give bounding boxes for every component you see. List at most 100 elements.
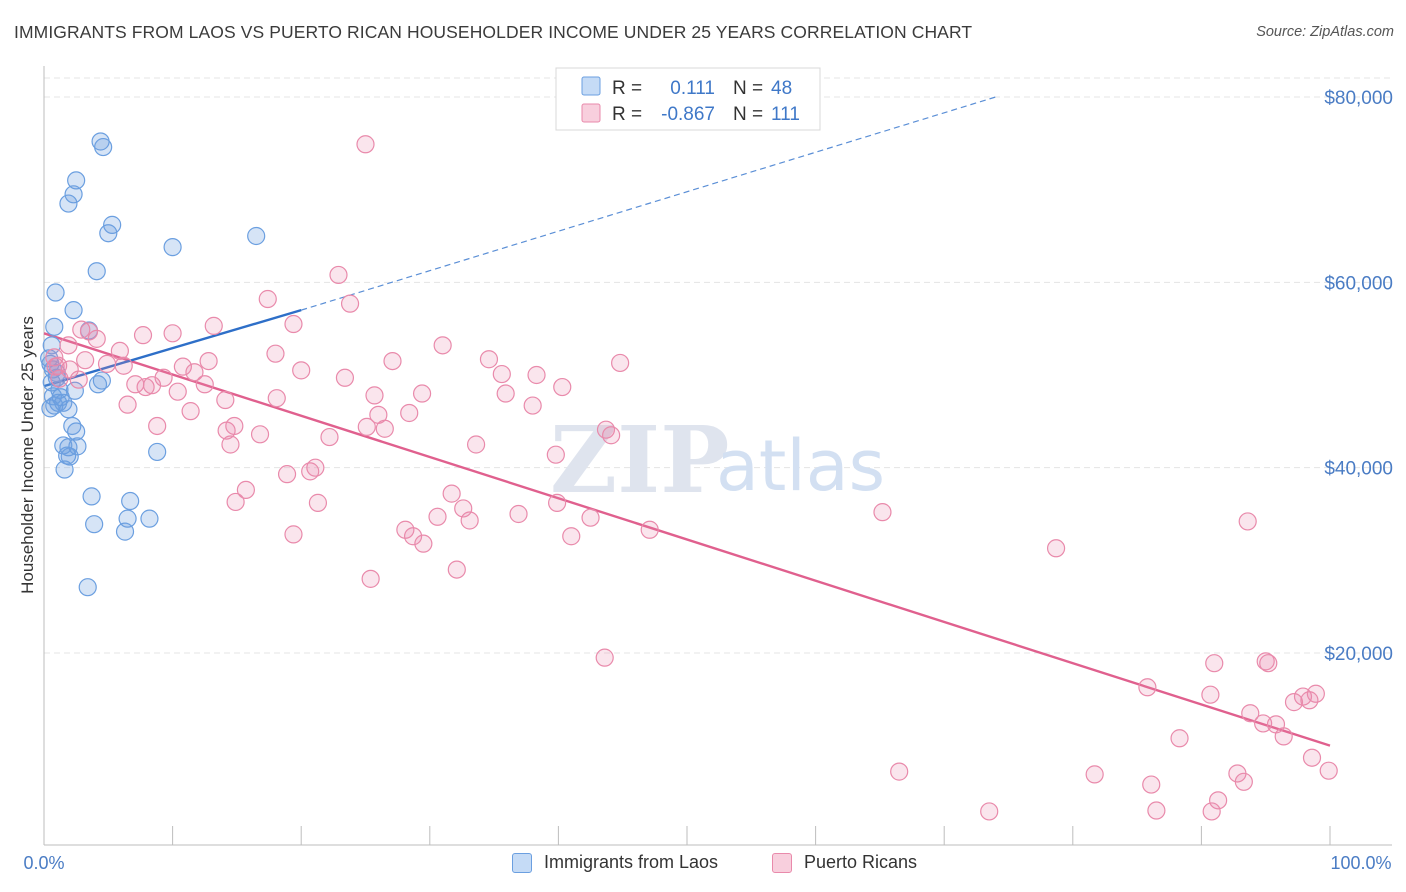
puerto-point xyxy=(329,265,348,285)
legend-n-value-laos: 48 xyxy=(771,78,792,99)
laos-trend-line xyxy=(43,308,302,388)
legend-swatch-laos xyxy=(581,76,601,96)
laos-point xyxy=(45,317,64,336)
puerto-point xyxy=(236,480,256,500)
puerto-point xyxy=(403,527,423,546)
laos-point xyxy=(59,400,78,419)
laos-point xyxy=(59,194,78,213)
x-tick-labels: 0.0% 100.0% xyxy=(23,853,1391,873)
legend-item-laos: Immigrants from Laos xyxy=(512,852,718,873)
puerto-point xyxy=(602,426,621,445)
legend-item-puerto: Puerto Ricans xyxy=(772,852,917,873)
grid-lines xyxy=(44,77,1392,654)
puerto-point xyxy=(1306,684,1325,703)
puerto-point xyxy=(1170,729,1189,748)
puerto-point xyxy=(173,357,192,376)
watermark-zip: ZIP xyxy=(550,406,729,514)
puerto-point xyxy=(1256,652,1275,671)
laos-point xyxy=(140,509,159,528)
puerto-point xyxy=(412,384,432,403)
puerto-point xyxy=(277,465,297,484)
laos-point xyxy=(163,238,182,257)
puerto-point xyxy=(136,377,155,397)
puerto-point xyxy=(1147,801,1166,820)
puerto-point xyxy=(1046,539,1066,558)
laos-point xyxy=(64,301,83,320)
stats-legend: R = 0.111 N = 48 R = -0.867 N = 111 xyxy=(555,67,821,131)
puerto-point xyxy=(1241,704,1260,723)
laos-point xyxy=(115,522,135,541)
puerto-point xyxy=(428,507,447,526)
puerto-point xyxy=(553,377,572,397)
puerto-point xyxy=(562,527,581,546)
puerto-point xyxy=(148,416,167,436)
laos-point xyxy=(87,262,106,281)
data-points xyxy=(40,132,1338,821)
puerto-point xyxy=(216,390,235,410)
legend-r-value-laos: 0.111 xyxy=(670,78,715,99)
puerto-point xyxy=(267,389,286,408)
puerto-point xyxy=(496,384,515,403)
puerto-point xyxy=(492,364,511,384)
puerto-point xyxy=(1238,512,1257,531)
puerto-point xyxy=(1085,765,1104,784)
puerto-point xyxy=(357,417,376,436)
puerto-point xyxy=(284,314,303,334)
puerto-point xyxy=(69,370,88,389)
laos-trend-extension xyxy=(301,96,996,311)
puerto-point xyxy=(640,520,659,539)
puerto-point xyxy=(1138,678,1157,697)
laos-point xyxy=(85,515,104,534)
puerto-point xyxy=(1254,714,1273,733)
puerto-point xyxy=(361,569,380,588)
puerto-point xyxy=(50,369,69,388)
laos-point xyxy=(148,442,167,462)
puerto-point xyxy=(442,484,461,503)
puerto-point xyxy=(581,508,600,527)
watermark: ZIP atlas xyxy=(550,406,885,514)
puerto-point xyxy=(250,425,270,444)
puerto-point xyxy=(97,354,117,373)
puerto-point xyxy=(335,368,355,387)
puerto-point xyxy=(284,525,303,544)
laos-point xyxy=(67,422,86,441)
laos-point xyxy=(64,185,83,204)
laos-point xyxy=(46,283,65,302)
puerto-point xyxy=(548,493,567,512)
legend-n-value-puerto: 111 xyxy=(771,104,800,125)
legend-r-value-puerto: -0.867 xyxy=(661,104,715,125)
puerto-point xyxy=(60,360,79,379)
puerto-point xyxy=(1201,685,1220,704)
puerto-point xyxy=(204,316,223,335)
laos-point xyxy=(67,171,86,190)
puerto-point xyxy=(221,435,240,454)
legend-n-label-puerto: N = xyxy=(733,104,763,125)
laos-point xyxy=(88,375,108,394)
y-tick-labels: $20,000 $40,000 $60,000 $80,000 xyxy=(1324,88,1393,665)
legend-r-label-puerto: R = xyxy=(612,104,642,125)
legend-swatch-puerto xyxy=(581,103,601,123)
puerto-point xyxy=(466,435,486,454)
legend-r-label-laos: R = xyxy=(612,78,642,99)
puerto-point xyxy=(1300,691,1319,710)
puerto-point xyxy=(199,352,218,371)
puerto-point xyxy=(340,294,360,313)
laos-point xyxy=(43,387,63,406)
puerto-point xyxy=(1302,748,1322,767)
y-axis-label: Householder Income Under 25 years xyxy=(18,316,37,594)
legend-swatch-puerto-bottom xyxy=(772,852,792,873)
puerto-point xyxy=(1284,693,1304,712)
puerto-point xyxy=(356,135,375,154)
puerto-point xyxy=(980,802,999,821)
laos-point xyxy=(82,487,101,506)
x-tick-label: 0.0% xyxy=(23,853,64,873)
puerto-point xyxy=(320,427,339,447)
axes xyxy=(43,66,1392,846)
puerto-point xyxy=(308,493,328,512)
laos-point xyxy=(99,224,118,243)
puerto-point xyxy=(596,420,616,439)
puerto-point xyxy=(185,363,204,382)
puerto-point xyxy=(365,386,384,405)
puerto-point xyxy=(217,421,236,440)
